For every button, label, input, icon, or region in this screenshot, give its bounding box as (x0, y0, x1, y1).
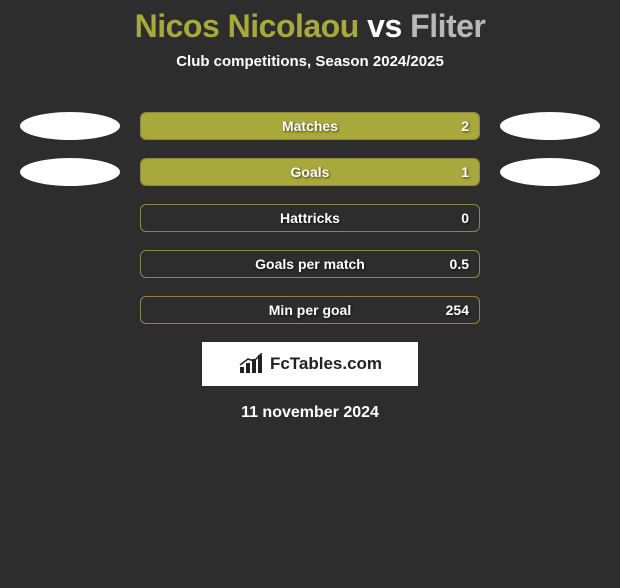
stat-bar: Min per goal 254 (140, 296, 480, 324)
stat-value: 2 (461, 118, 469, 134)
player1-ellipse (20, 112, 120, 140)
subtitle: Club competitions, Season 2024/2025 (0, 53, 620, 70)
player2-name: Fliter (410, 8, 485, 44)
stat-label: Matches (282, 118, 338, 134)
stat-bar: Goals per match 0.5 (140, 250, 480, 278)
chart-icon (238, 353, 264, 375)
stat-label: Min per goal (269, 302, 351, 318)
player1-name: Nicos Nicolaou (135, 8, 359, 44)
stat-row: Goals per match 0.5 (0, 250, 620, 278)
player2-ellipse (500, 158, 600, 186)
player2-ellipse (500, 112, 600, 140)
player1-ellipse (20, 158, 120, 186)
stat-value: 0 (461, 210, 469, 226)
stat-value: 1 (461, 164, 469, 180)
date-text: 11 november 2024 (0, 404, 620, 422)
stat-row: Hattricks 0 (0, 204, 620, 232)
stat-row: Min per goal 254 (0, 296, 620, 324)
stat-label: Goals (291, 164, 330, 180)
branding-text: FcTables.com (270, 354, 382, 374)
stat-row: Goals 1 (0, 158, 620, 186)
comparison-title: Nicos Nicolaou vs Fliter (0, 8, 620, 45)
stat-value: 0.5 (450, 256, 469, 272)
stat-bar: Hattricks 0 (140, 204, 480, 232)
stat-bar: Matches 2 (140, 112, 480, 140)
vs-text: vs (367, 8, 402, 44)
stat-value: 254 (446, 302, 469, 318)
stat-label: Goals per match (255, 256, 365, 272)
stat-bar: Goals 1 (140, 158, 480, 186)
stats-container: Matches 2 Goals 1 Hattricks 0 Goals per match 0… (0, 112, 620, 324)
stat-row: Matches 2 (0, 112, 620, 140)
stat-label: Hattricks (280, 210, 340, 226)
branding-box[interactable]: FcTables.com (202, 342, 418, 386)
